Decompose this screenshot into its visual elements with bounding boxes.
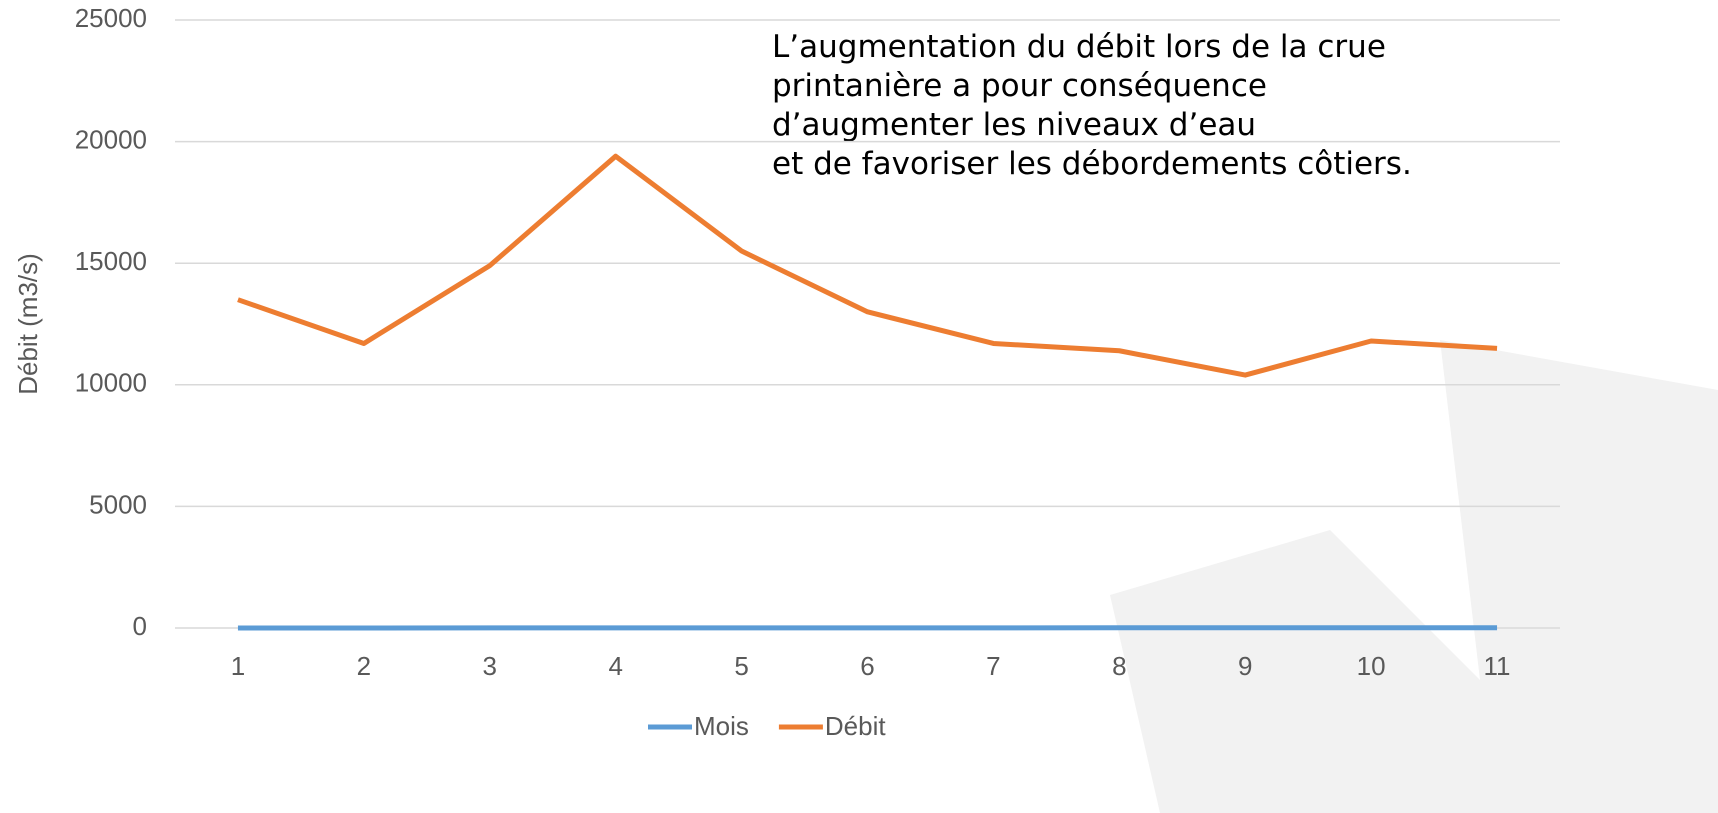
data-line [237, 153, 1498, 378]
annotation-line: printanière a pour conséquence [772, 68, 1267, 104]
y-tick-label: 5000 [89, 489, 147, 519]
x-tick-label: 6 [860, 651, 874, 681]
x-tick-label: 9 [1238, 651, 1252, 681]
y-tick-label: 10000 [75, 368, 147, 398]
x-tick-label: 4 [608, 651, 622, 681]
y-tick-label: 0 [133, 611, 147, 641]
annotation-line: et de favoriser les débordements côtiers… [772, 146, 1412, 182]
legend-label: Mois [694, 711, 749, 741]
x-tick-label: 5 [734, 651, 748, 681]
x-tick-label: 1 [231, 651, 245, 681]
y-tick-label: 20000 [75, 124, 147, 154]
legend-label: Débit [825, 711, 886, 741]
background-shape [1110, 340, 1718, 813]
annotation-line: d’augmenter les niveaux d’eau [772, 107, 1256, 143]
x-tick-label: 3 [483, 651, 497, 681]
x-tick-label: 7 [986, 651, 1000, 681]
y-tick-label: 15000 [75, 246, 147, 276]
annotation: L’augmentation du débit lors de la cruep… [772, 29, 1412, 182]
y-axis-label: Débit (m3/s) [13, 253, 43, 395]
annotation-line: L’augmentation du débit lors de la crue [772, 29, 1386, 65]
x-tick-label: 8 [1112, 651, 1126, 681]
x-tick-label: 2 [357, 651, 371, 681]
x-tick-label: 10 [1357, 651, 1386, 681]
y-tick-label: 25000 [75, 3, 147, 33]
x-tick-label: 11 [1484, 651, 1511, 681]
